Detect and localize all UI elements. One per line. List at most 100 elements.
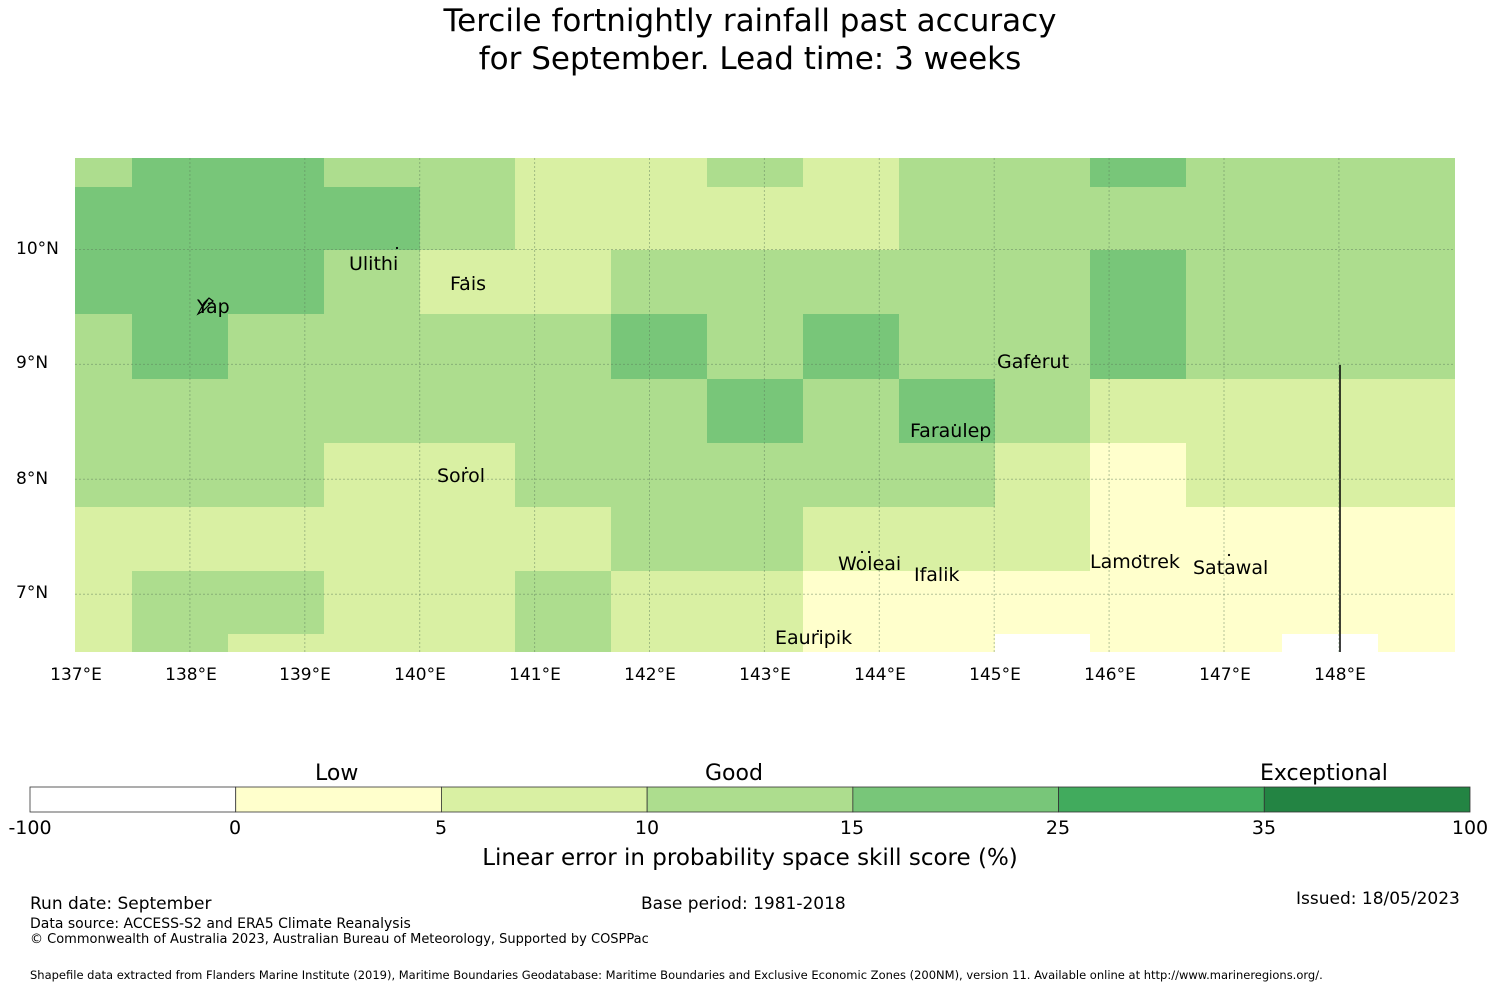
heatmap-cell: [228, 187, 324, 250]
place-label-lamotrek: Lamotrek: [1090, 551, 1180, 573]
heatmap-cell: [420, 314, 515, 379]
colorbar-tick: -100: [8, 817, 52, 839]
place-label-gaferut: Gaferut: [997, 351, 1070, 373]
heatmap-cell: [1186, 571, 1282, 634]
heatmap-cell: [420, 250, 515, 314]
colorbar-segment: [29, 786, 237, 813]
heatmap-cell: [420, 443, 515, 507]
place-label-ifalik: Ifalik: [914, 564, 960, 586]
colorbar-segment: [441, 786, 648, 813]
heatmap-cell: [1378, 187, 1455, 250]
heatmap-cell: [324, 571, 420, 634]
colorbar-tick: 15: [839, 817, 865, 839]
heatmap-cell: [1282, 187, 1378, 250]
base-period: Base period: 1981-2018: [641, 894, 846, 914]
heatmap-cell: [228, 443, 324, 507]
lon-tick-143e: 143°E: [739, 665, 791, 685]
heatmap-cell: [1090, 379, 1186, 443]
heatmap-cell: [611, 571, 707, 634]
heatmap-cell: [1090, 250, 1186, 314]
heatmap-cell: [132, 187, 228, 250]
heatmap-cell: [995, 314, 1090, 379]
heatmap-cell: [1186, 314, 1282, 379]
heatmap-cell: [707, 634, 803, 652]
colorbar-tick: 35: [1251, 817, 1277, 839]
lon-tick-148e: 148°E: [1314, 665, 1366, 685]
heatmap-cell: [1090, 314, 1186, 379]
heatmap-cell: [420, 507, 515, 571]
heatmap-cell: [899, 158, 995, 187]
heatmap-cell: [611, 314, 707, 379]
graticule: [75, 158, 1455, 652]
heatmap-cell: [899, 443, 995, 507]
colorbar: [29, 786, 1471, 813]
lon-tick-141e: 141°E: [509, 665, 561, 685]
heatmap-cell: [1186, 187, 1282, 250]
heatmap-cell: [1282, 507, 1378, 571]
heatmap-cell: [515, 187, 611, 250]
island-dot: [395, 246, 399, 250]
heatmap-cell: [420, 379, 515, 443]
heatmap-cell: [228, 634, 324, 652]
heatmap-cell: [1378, 250, 1455, 314]
heatmap-cell: [75, 379, 132, 443]
heatmap-cell: [1378, 571, 1455, 634]
colorbar-label: Linear error in probability space skill …: [482, 845, 1018, 871]
heatmap-cell: [899, 379, 995, 443]
colorbar-tick: 10: [634, 817, 660, 839]
heatmap-cell: [132, 158, 228, 187]
heatmap-cell: [803, 443, 899, 507]
heatmap-cell: [1378, 634, 1455, 652]
heatmap-cell: [899, 314, 995, 379]
place-label-fais: Fais: [450, 273, 487, 295]
heatmap-cell: [995, 158, 1090, 187]
heatmap-cell: [803, 314, 899, 379]
heatmap-cell: [707, 379, 803, 443]
heatmap-cell: [611, 507, 707, 571]
heatmap-cell: [324, 314, 420, 379]
island-dot: [816, 629, 820, 633]
island-dot: [1227, 553, 1231, 557]
heatmap-cell: [899, 187, 995, 250]
lon-tick-142e: 142°E: [624, 665, 676, 685]
place-label-ulithi: Ulithi: [349, 253, 399, 275]
heatmap-cell: [324, 634, 420, 652]
heatmap-cell: [1090, 571, 1186, 634]
heatmap-cell: [611, 443, 707, 507]
lon-tick-147e: 147°E: [1199, 665, 1251, 685]
heatmap-cell: [611, 250, 707, 314]
lon-tick-138e: 138°E: [165, 665, 217, 685]
heatmap-cell: [132, 507, 228, 571]
heatmap-cell: [1186, 443, 1282, 507]
colorbar-category-good: Good: [705, 761, 763, 786]
heatmap-cell: [1186, 507, 1282, 571]
colorbar-tick: 0: [228, 817, 242, 839]
heatmap-cell: [707, 158, 803, 187]
lon-tick-145e: 145°E: [969, 665, 1021, 685]
lon-tick-137e: 137°E: [50, 665, 102, 685]
heatmap-cell: [899, 507, 995, 571]
colorbar-segment: [1263, 786, 1471, 813]
heatmap-cell: [75, 187, 132, 250]
heatmap-cell: [1282, 571, 1378, 634]
heatmap-cell: [995, 250, 1090, 314]
island-dot: [1138, 554, 1142, 558]
no-data-cell: [995, 634, 1090, 652]
heatmap-cell: [1186, 634, 1282, 652]
copyright: © Commonwealth of Australia 2023, Austra…: [30, 932, 649, 947]
heatmap-cell: [228, 314, 324, 379]
heatmap-cell: [611, 187, 707, 250]
heatmap-cell: [515, 314, 611, 379]
heatmap-cell: [1282, 379, 1378, 443]
lat-tick-7n: 7°N: [16, 583, 49, 603]
heatmap-cell: [1378, 443, 1455, 507]
heatmap-cell: [228, 158, 324, 187]
place-label-yap: Yap: [197, 296, 230, 318]
lon-tick-144e: 144°E: [854, 665, 906, 685]
heatmap-cell: [707, 443, 803, 507]
shapefile-credit: Shapefile data extracted from Flanders M…: [30, 968, 1323, 982]
yap-island-outline: [196, 297, 214, 316]
lon-tick-140e: 140°E: [394, 665, 446, 685]
heatmap-cell: [228, 507, 324, 571]
heatmap-cell: [515, 507, 611, 571]
